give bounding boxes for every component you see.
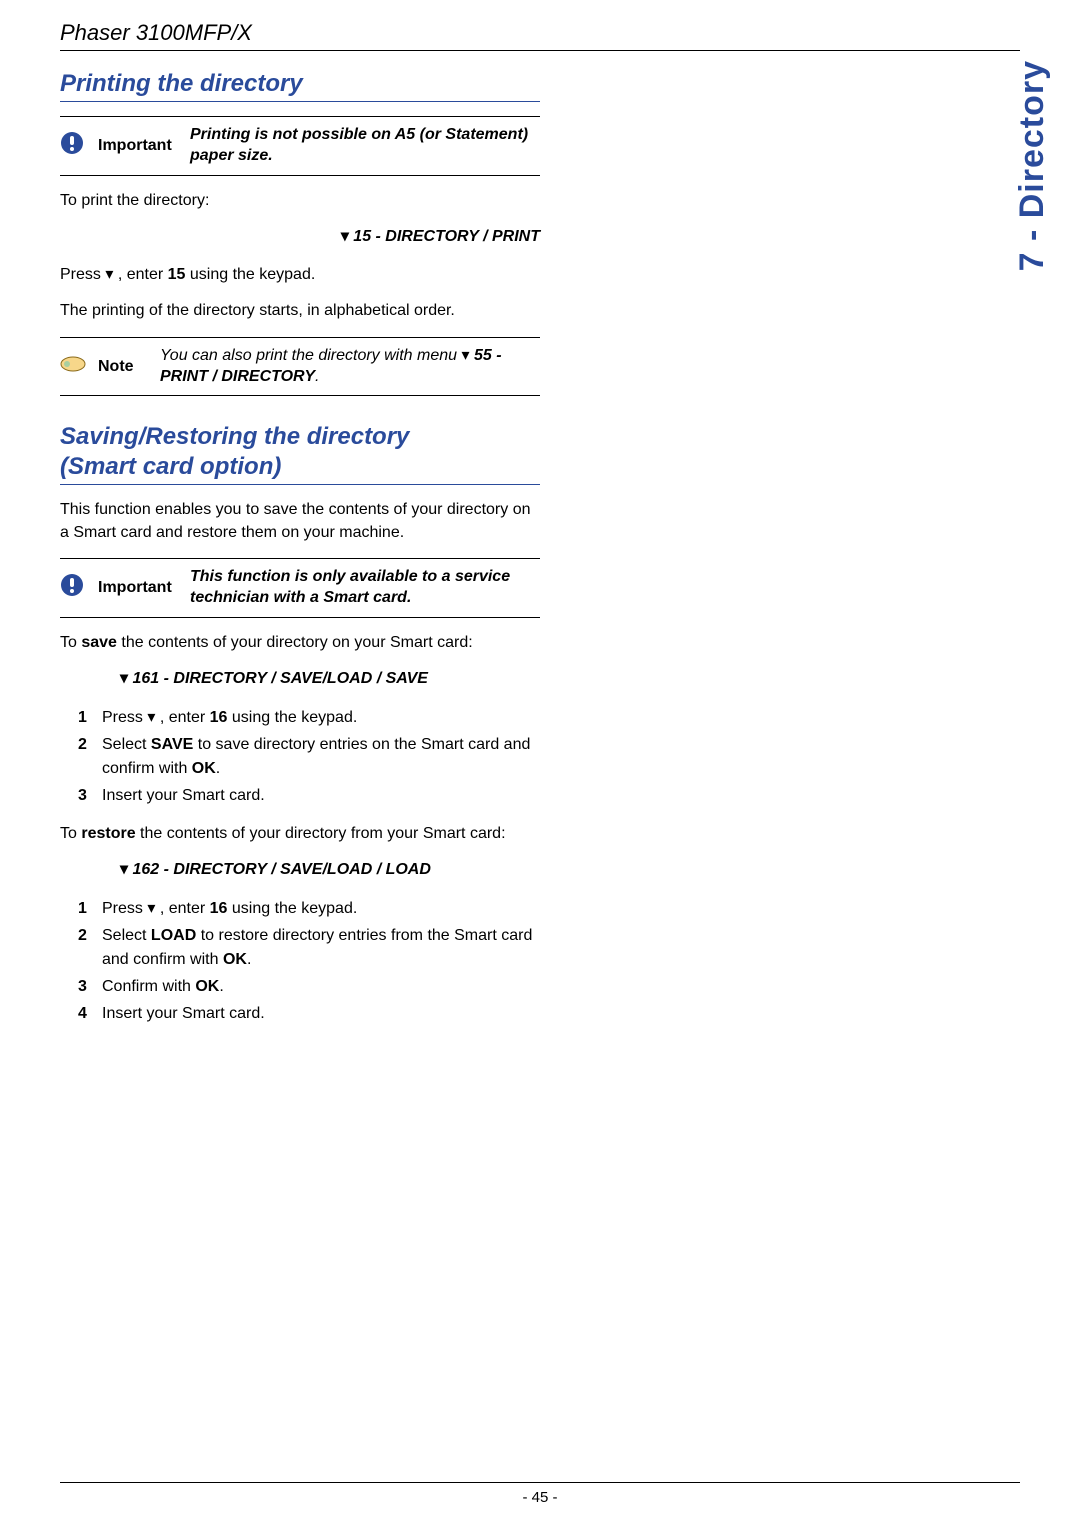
text-fragment: using the keypad. xyxy=(227,709,357,726)
text-fragment: the contents of your directory on your S… xyxy=(117,634,473,651)
menu-text: 161 - DIRECTORY / SAVE/LOAD / SAVE xyxy=(128,670,428,687)
body-text: This function enables you to save the co… xyxy=(60,499,540,544)
page: Phaser 3100MFP/X Printing the directory … xyxy=(60,20,1020,1041)
body-text: To restore the contents of your director… xyxy=(60,823,540,845)
text-fragment: Press xyxy=(102,709,147,726)
text-fragment: Select xyxy=(102,736,151,753)
text-bold: 15 xyxy=(168,266,186,283)
note-label: Note xyxy=(98,358,148,376)
down-triangle-icon: ▾ xyxy=(341,226,349,246)
list-item: Press ▾ , enter 16 using the keypad. xyxy=(60,897,540,920)
text-bold: OK xyxy=(223,951,247,968)
list-item: Press ▾ , enter 16 using the keypad. xyxy=(60,706,540,729)
body-text: Press ▾ , enter 15 using the keypad. xyxy=(60,264,540,286)
text-fragment: the contents of your directory from your… xyxy=(136,825,506,842)
list-item: Select LOAD to restore directory entries… xyxy=(60,924,540,970)
ordered-list-load: Press ▾ , enter 16 using the keypad. Sel… xyxy=(60,897,540,1025)
title-line-2: (Smart card option) xyxy=(60,453,281,480)
note-text: You can also print the directory with me… xyxy=(160,346,540,388)
ordered-list-save: Press ▾ , enter 16 using the keypad. Sel… xyxy=(60,706,540,807)
text-fragment: using the keypad. xyxy=(185,266,315,283)
text-bold: restore xyxy=(81,825,135,842)
body-text: To save the contents of your directory o… xyxy=(60,632,540,654)
text-fragment: Press xyxy=(102,900,147,917)
text-fragment: using the keypad. xyxy=(227,900,357,917)
body-text: To print the directory: xyxy=(60,190,540,212)
text-fragment: . xyxy=(219,978,223,995)
title-line-1: Saving/Restoring the directory xyxy=(60,423,409,450)
important-icon xyxy=(60,573,86,602)
chapter-tab: 7 - Directory xyxy=(1013,60,1052,271)
menu-text: 162 - DIRECTORY / SAVE/LOAD / LOAD xyxy=(128,861,431,878)
text-fragment: . xyxy=(247,951,251,968)
text-bold: 16 xyxy=(210,900,228,917)
list-item: Select SAVE to save directory entries on… xyxy=(60,733,540,779)
important-label: Important xyxy=(98,579,178,597)
note-icon xyxy=(60,355,86,378)
text-fragment: Confirm with xyxy=(102,978,195,995)
content-column: Printing the directory Important Printin… xyxy=(60,69,540,1025)
text-bold: OK xyxy=(192,760,216,777)
header-title: Phaser 3100MFP/X xyxy=(60,20,252,45)
list-item: Confirm with OK. xyxy=(60,975,540,998)
text-fragment: You can also print the directory with me… xyxy=(160,347,462,364)
important-callout-2: Important This function is only availabl… xyxy=(60,558,540,618)
text-fragment: Press xyxy=(60,266,105,283)
text-fragment: To xyxy=(60,634,81,651)
down-triangle-icon: ▾ xyxy=(120,668,128,688)
menu-path: ▾ 162 - DIRECTORY / SAVE/LOAD / LOAD xyxy=(60,859,540,879)
text-fragment: . xyxy=(315,368,319,385)
important-text: Printing is not possible on A5 (or State… xyxy=(190,125,540,167)
text-fragment: . xyxy=(216,760,220,777)
note-callout: Note You can also print the directory wi… xyxy=(60,337,540,397)
text-fragment: , enter xyxy=(155,709,209,726)
text-fragment: To xyxy=(60,825,81,842)
text-bold: LOAD xyxy=(151,927,196,944)
page-footer: - 45 - xyxy=(60,1482,1020,1506)
section-title-saving: Saving/Restoring the directory (Smart ca… xyxy=(60,422,540,485)
body-text: The printing of the directory starts, in… xyxy=(60,300,540,322)
page-header: Phaser 3100MFP/X xyxy=(60,20,1020,51)
menu-path: ▾ 161 - DIRECTORY / SAVE/LOAD / SAVE xyxy=(60,668,540,688)
text-fragment: Select xyxy=(102,927,151,944)
down-triangle-icon: ▾ xyxy=(462,346,470,367)
list-item: Insert your Smart card. xyxy=(60,784,540,807)
important-icon xyxy=(60,131,86,160)
menu-path: ▾ 15 - DIRECTORY / PRINT xyxy=(60,226,540,246)
text-bold: 16 xyxy=(210,709,228,726)
list-item: Insert your Smart card. xyxy=(60,1002,540,1025)
down-triangle-icon: ▾ xyxy=(120,859,128,879)
text-bold: SAVE xyxy=(151,736,193,753)
section-title-printing: Printing the directory xyxy=(60,69,540,102)
text-bold: save xyxy=(81,634,117,651)
text-fragment: , enter xyxy=(155,900,209,917)
important-callout-1: Important Printing is not possible on A5… xyxy=(60,116,540,176)
text-bold: OK xyxy=(195,978,219,995)
menu-text: 15 - DIRECTORY / PRINT xyxy=(349,228,540,245)
important-text: This function is only available to a ser… xyxy=(190,567,540,609)
text-fragment: , enter xyxy=(113,266,167,283)
important-label: Important xyxy=(98,137,178,155)
